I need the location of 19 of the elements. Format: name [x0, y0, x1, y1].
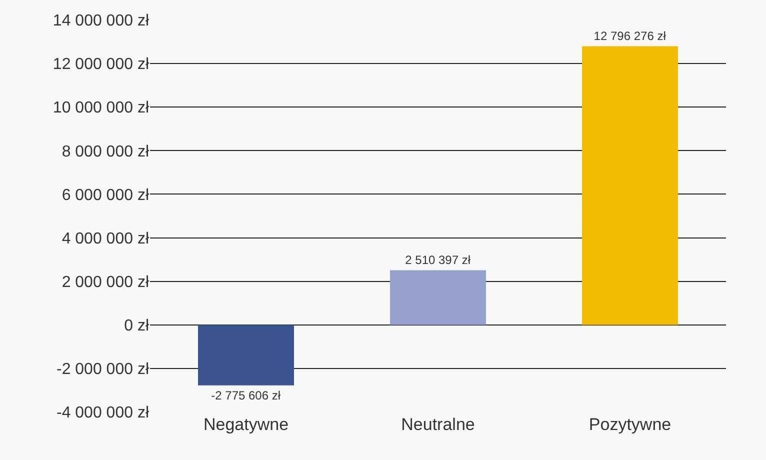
y-tick-label: 10 000 000 zł — [52, 100, 150, 117]
y-tick-label: -2 000 000 zł — [56, 361, 150, 378]
bar — [390, 270, 486, 325]
data-label: 2 510 397 zł — [405, 253, 471, 268]
y-tick-label: 2 000 000 zł — [62, 274, 150, 291]
bar — [198, 324, 294, 386]
x-tick-label: Negatywne — [203, 415, 289, 434]
y-tick-label: 0 zł — [124, 317, 150, 334]
bar — [582, 46, 678, 325]
x-tick-label: Neutralne — [401, 415, 475, 434]
data-label: 12 796 276 zł — [594, 29, 666, 44]
y-tick-label: -4 000 000 zł — [56, 404, 150, 422]
data-label: -2 775 606 zł — [211, 388, 281, 402]
y-tick-label: 6 000 000 zł — [62, 186, 150, 204]
y-tick-label: 8 000 000 zł — [62, 143, 150, 160]
x-tick-label: Pozytywne — [588, 415, 672, 434]
y-tick-label: 12 000 000 zł — [52, 56, 150, 74]
y-tick-label: 14 000 000 zł — [52, 12, 150, 30]
y-tick-label: 4 000 000 zł — [62, 230, 150, 248]
